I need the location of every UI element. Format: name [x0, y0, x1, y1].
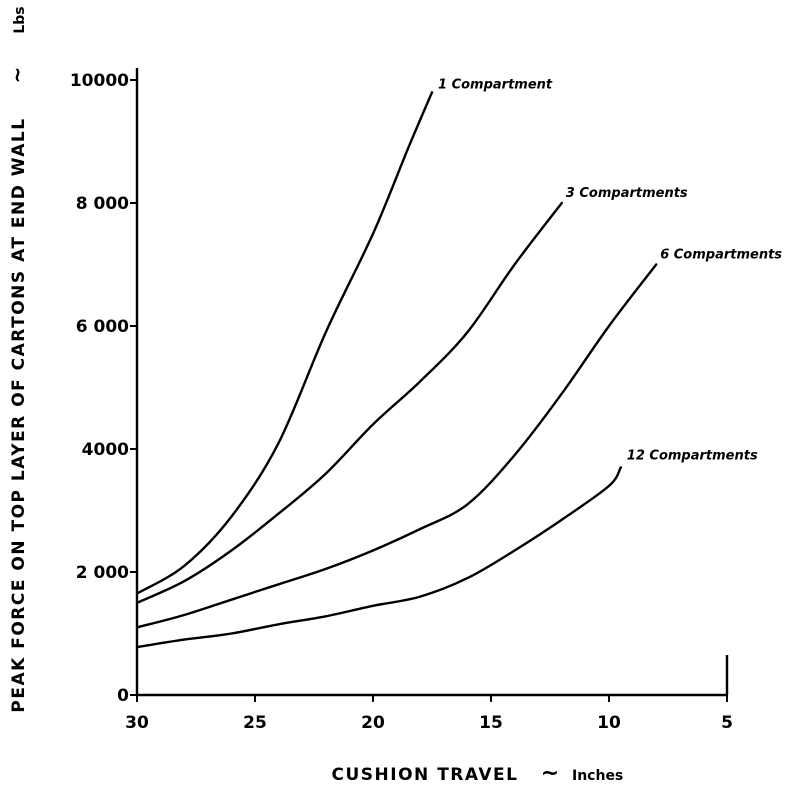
series-label-3: 6 Compartments: [660, 248, 782, 263]
x-tick-label-15: 15: [479, 713, 503, 733]
series-label-1: 1 Compartment: [438, 77, 553, 92]
y-tick-label-10000: 10000: [70, 71, 129, 91]
series-label-2: 3 Compartments: [566, 186, 688, 201]
series-line-1: [135, 91, 434, 595]
y-tick-label-4000: 4000: [82, 440, 129, 460]
x-tick-label-5: 5: [721, 713, 733, 733]
series-labels-group: 1 Compartment 3 Compartments 6 Compartment…: [438, 77, 782, 463]
x-tick-label-20: 20: [361, 713, 385, 733]
x-tick-label-10: 10: [597, 713, 621, 733]
y-axis-tilde: ~: [5, 67, 29, 84]
y-tick-label-8000: 8 000: [76, 194, 129, 214]
y-axis-title: PEAK FORCE ON TOP LAYER OF CARTONS AT EN…: [9, 117, 29, 712]
y-tick-label-2000: 2 000: [76, 563, 129, 583]
ticks-group: 30 25 20 15 10 5 0 2 000 4000 6 000 8 000 10000: [70, 71, 733, 733]
y-tick-label-0: 0: [117, 686, 129, 706]
x-axis-tilde: ~: [541, 761, 559, 786]
y-axis-unit: Lbs: [12, 6, 28, 33]
x-axis-unit: Inches: [572, 768, 623, 784]
series-label-4: 12 Compartments: [627, 448, 758, 463]
x-tick-label-30: 30: [125, 713, 149, 733]
series-line-4: [135, 466, 622, 649]
series-line-2: [135, 201, 563, 604]
y-tick-label-6000: 6 000: [76, 317, 129, 337]
curves-group: [135, 91, 658, 649]
x-tick-label-25: 25: [243, 713, 267, 733]
series-line-3: [135, 263, 658, 629]
x-axis-title: CUSHION TRAVEL: [332, 765, 519, 785]
y-axis-title-group: PEAK FORCE ON TOP LAYER OF CARTONS AT EN…: [5, 6, 29, 712]
